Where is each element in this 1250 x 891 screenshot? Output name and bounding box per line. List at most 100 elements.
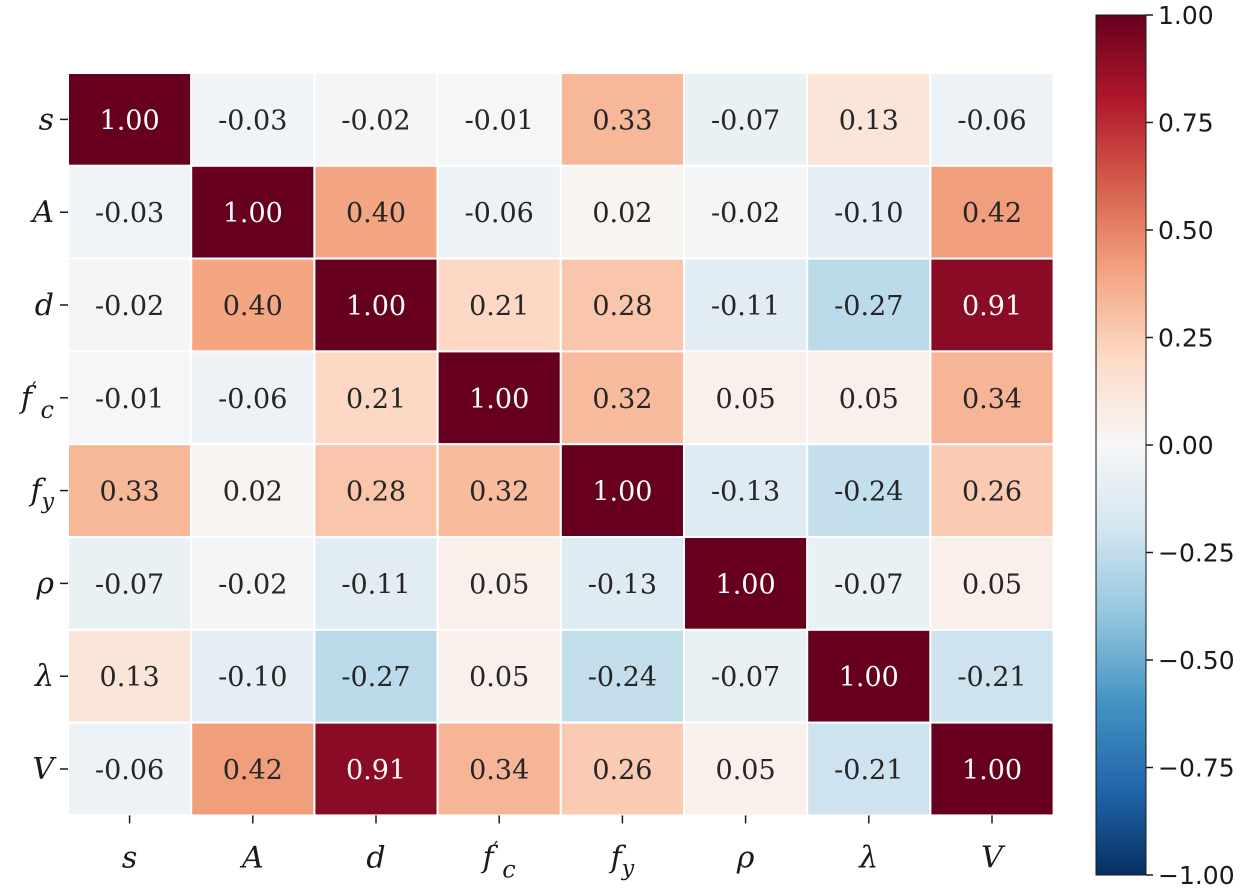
cell-value-label: 0.05: [469, 662, 529, 693]
heatmap-cell: [559, 350, 685, 446]
cell-value-label: -0.10: [834, 198, 903, 229]
heatmap-cell: [929, 536, 1055, 631]
cell-value-label: 1.00: [100, 105, 160, 136]
heatmap-cell: [313, 350, 439, 446]
heatmap-cell: [313, 628, 439, 724]
heatmap-cell: [806, 536, 932, 631]
cell-value-label: 0.34: [469, 755, 529, 786]
cell-value-label: 1.00: [839, 662, 899, 693]
cell-value-label: -0.21: [957, 662, 1026, 693]
heatmap-cell: [559, 628, 685, 724]
cell-value-label: -0.02: [711, 198, 780, 229]
cell-value-label: -0.06: [95, 755, 164, 786]
heatmap-cell: [929, 257, 1055, 353]
cell-value-label: 0.13: [100, 662, 160, 693]
axis-tick-label: f′c: [481, 836, 516, 883]
heatmap-cell: [806, 350, 932, 446]
cell-value-label: -0.11: [711, 291, 780, 322]
colorbar-tick-label: 1.00: [1158, 1, 1214, 30]
cell-value-label: 0.13: [839, 105, 899, 136]
cell-value-label: -0.07: [711, 105, 780, 136]
colorbar-tick-label: −0.25: [1158, 539, 1235, 568]
cell-value-label: 1.00: [469, 384, 529, 415]
cell-value-label: -0.21: [834, 755, 903, 786]
heatmap-cell-labels: 1.00 -0.03 -0.02 -0.01 0.33 -0.07 0.13 -0.06 -0.…: [95, 105, 1027, 786]
axis-tick-label: V: [981, 840, 1006, 875]
heatmap-cell: [67, 72, 193, 167]
y-axis: s Ad f′c fy ρ λ V: [19, 102, 68, 787]
heatmap-cell: [559, 536, 685, 631]
heatmap-cell: [190, 628, 316, 724]
heatmap-cell: [436, 443, 562, 539]
axis-tick-label: λ: [858, 840, 878, 875]
cell-value-label: -0.13: [711, 477, 780, 508]
cell-value-label: -0.13: [588, 569, 657, 600]
cell-value-label: -0.11: [341, 569, 410, 600]
colorbar-tick-label: −0.50: [1158, 646, 1235, 675]
colorbar-tick-label: 0.50: [1158, 216, 1214, 245]
heatmap-cell: [313, 536, 439, 631]
colorbar: 1.00 0.75 0.50 0.25 0.00 −0.25 −0.50 −0.75 −1.00: [1095, 1, 1235, 890]
heatmap-cell: [929, 721, 1055, 817]
heatmap-cell: [559, 721, 685, 817]
cell-value-label: 0.05: [469, 569, 529, 600]
heatmap-cells: [67, 72, 1055, 817]
heatmap-cell: [929, 628, 1055, 724]
heatmap-cell: [190, 72, 316, 167]
cell-value-label: 0.21: [346, 384, 406, 415]
cell-value-label: 0.33: [100, 477, 160, 508]
cell-value-label: 0.42: [962, 198, 1022, 229]
heatmap-cell: [436, 350, 562, 446]
cell-value-label: -0.10: [218, 662, 287, 693]
heatmap-cell: [313, 72, 439, 167]
colorbar-gradient: [1095, 14, 1147, 876]
cell-value-label: 0.28: [346, 477, 406, 508]
cell-value-label: -0.01: [95, 384, 164, 415]
heatmap-cell: [929, 164, 1055, 260]
axis-tick-label: A: [239, 840, 264, 875]
cell-value-label: -0.07: [834, 569, 903, 600]
axis-tick-label: d: [366, 840, 385, 875]
colorbar-tick-label: −1.00: [1158, 861, 1235, 890]
cell-value-label: 0.42: [223, 755, 283, 786]
heatmap-cell: [683, 628, 809, 724]
cell-value-label: 0.05: [716, 384, 776, 415]
axis-tick-label: fy: [28, 474, 54, 515]
axis-tick-label: ρ: [35, 566, 54, 601]
heatmap-cell: [559, 443, 685, 539]
cell-value-label: 0.40: [223, 291, 283, 322]
cell-value-label: 1.00: [716, 569, 776, 600]
cell-value-label: 0.02: [592, 198, 652, 229]
cell-value-label: -0.06: [218, 384, 287, 415]
cell-value-label: -0.27: [341, 662, 410, 693]
heatmap-cell: [190, 164, 316, 260]
cell-value-label: 0.21: [469, 291, 529, 322]
axis-tick-label: A: [29, 195, 54, 230]
cell-value-label: 0.91: [346, 755, 406, 786]
heatmap-cell: [806, 257, 932, 353]
cell-value-label: -0.03: [95, 198, 164, 229]
colorbar-tick-label: 0.25: [1158, 324, 1214, 353]
cell-value-label: 1.00: [223, 198, 283, 229]
cell-value-label: -0.01: [465, 105, 534, 136]
heatmap-cell: [559, 257, 685, 353]
heatmap-cell: [190, 536, 316, 631]
heatmap-cell: [313, 721, 439, 817]
heatmap-cell: [436, 257, 562, 353]
cell-value-label: 0.33: [592, 105, 652, 136]
cell-value-label: 0.32: [469, 477, 529, 508]
cell-value-label: 1.00: [346, 291, 406, 322]
cell-value-label: 0.32: [592, 384, 652, 415]
cell-value-label: 0.26: [592, 755, 652, 786]
heatmap-cell: [436, 721, 562, 817]
heatmap-cell: [67, 350, 193, 446]
cell-value-label: 0.34: [962, 384, 1022, 415]
axis-tick-label: λ: [34, 659, 54, 694]
heatmap-cell: [806, 443, 932, 539]
heatmap-cell: [683, 72, 809, 167]
cell-value-label: -0.24: [588, 662, 657, 693]
cell-value-label: -0.07: [711, 662, 780, 693]
axis-tick-label: d: [35, 288, 54, 323]
axis-tick-label: s: [122, 840, 137, 875]
